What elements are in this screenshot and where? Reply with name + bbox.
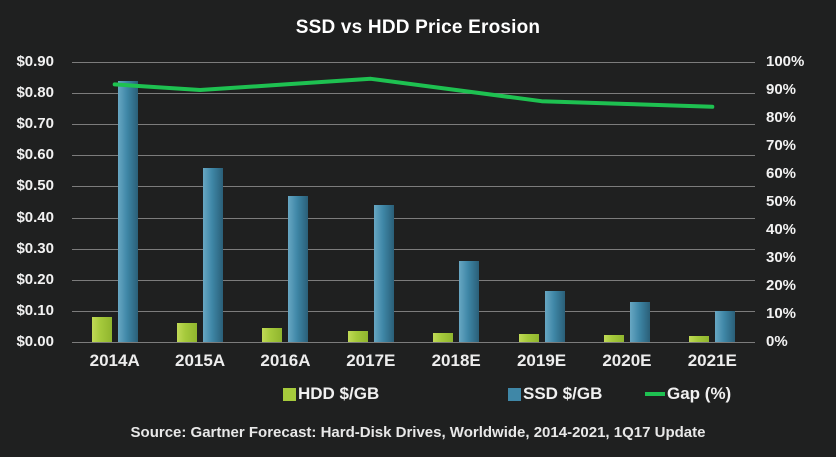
- ssd-bar-2020E: [629, 301, 650, 342]
- x-axis-label-2018E: 2018E: [431, 351, 481, 370]
- ssd-bar-2017E: [373, 205, 394, 342]
- right-axis-tick: 10%: [766, 305, 797, 322]
- ssd-bar-2014A: [117, 80, 138, 342]
- left-axis-tick: $0.90: [16, 53, 54, 70]
- legend-item: Gap (%): [645, 384, 731, 404]
- right-axis-tick: 90%: [766, 81, 797, 98]
- chart-title: SSD vs HDD Price Erosion: [295, 17, 541, 38]
- gridline: [72, 62, 755, 63]
- x-axis-label-2019E: 2019E: [516, 351, 567, 370]
- hdd-bar-2018E: [433, 332, 454, 342]
- gridline: [72, 124, 755, 126]
- x-axis-label-2017E: 2017E: [346, 351, 396, 370]
- x-axis-label-2020E: 2020E: [602, 351, 652, 370]
- left-axis-tick: $0.30: [16, 239, 54, 257]
- left-axis-tick: $0.60: [16, 146, 54, 164]
- ssd-bar-2018E: [459, 261, 480, 342]
- right-axis-tick: 100%: [766, 53, 805, 70]
- gridline: [72, 248, 755, 250]
- ssd-bar-2021E: [715, 310, 736, 342]
- legend-item: SSD $/GB: [508, 384, 602, 404]
- right-axis-tick: 80%: [766, 109, 797, 126]
- gridline: [72, 93, 755, 95]
- legend-line-marker-icon: [645, 392, 665, 396]
- right-axis-tick: 20%: [766, 277, 797, 294]
- legend-label: Gap (%): [667, 384, 732, 403]
- legend-label: HDD $/GB: [298, 384, 380, 403]
- right-axis: 100% 90% 80% 70% 60% 50% 40% 30% 20% 10% 0%: [766, 53, 830, 350]
- x-axis-label-2015A: 2015A: [175, 351, 226, 370]
- gridline: [72, 217, 755, 219]
- right-axis-tick: 60%: [766, 165, 797, 182]
- left-axis-tick: $0.10: [16, 301, 54, 319]
- x-axis-labels: 2014A 2015A 2016A 2017E 2018E 2019E 2020E 2021E: [72, 351, 755, 373]
- hdd-bar-2014A: [91, 317, 112, 342]
- hdd-bar-2017E: [347, 331, 368, 342]
- gridline: [72, 155, 755, 157]
- x-axis-label-2016A: 2016A: [260, 351, 311, 370]
- left-axis-tick: $0.80: [16, 84, 54, 102]
- hdd-bar-2021E: [689, 336, 710, 342]
- gap-line: [112, 76, 715, 109]
- gridline: [72, 310, 755, 312]
- left-axis-tick: $0.20: [16, 270, 54, 288]
- left-axis-tick: $0.70: [16, 115, 54, 133]
- ssd-bar-2019E: [544, 290, 565, 342]
- source-note: Source: Gartner Forecast: Hard-Disk Driv…: [130, 424, 706, 441]
- hdd-bar-2019E: [518, 334, 539, 342]
- right-axis-tick: 50%: [766, 193, 797, 210]
- legend-item: HDD $/GB: [283, 384, 379, 404]
- gridline: [72, 279, 755, 281]
- legend: HDD $/GB SSD $/GB Gap (%): [0, 384, 836, 406]
- left-axis-tick: $0.50: [16, 177, 54, 195]
- right-axis-tick: 70%: [766, 137, 797, 154]
- gridline: [72, 186, 755, 188]
- x-axis-label-2014A: 2014A: [89, 351, 140, 370]
- right-axis-tick: 0%: [766, 333, 788, 350]
- right-axis-tick: 40%: [766, 221, 797, 238]
- left-axis-tick: $0.40: [16, 208, 54, 226]
- hdd-bar-2015A: [177, 323, 198, 342]
- plot-area: [72, 62, 755, 343]
- ssd-bar-2016A: [288, 195, 309, 342]
- left-axis: $0.90 $0.80 $0.70 $0.60 $0.50 $0.40 $0.30 $0.20…: [0, 53, 62, 350]
- legend-square-marker-icon: [283, 387, 296, 401]
- gridline: [72, 342, 755, 343]
- ssd-bar-2015A: [203, 167, 224, 342]
- hdd-bar-2020E: [603, 335, 624, 342]
- legend-square-marker-icon: [508, 387, 521, 401]
- x-axis-label-2021E: 2021E: [687, 351, 737, 370]
- left-axis-tick: $0.00: [16, 333, 54, 350]
- legend-label: SSD $/GB: [523, 384, 603, 403]
- hdd-bar-2016A: [262, 328, 283, 342]
- right-axis-tick: 30%: [766, 249, 797, 266]
